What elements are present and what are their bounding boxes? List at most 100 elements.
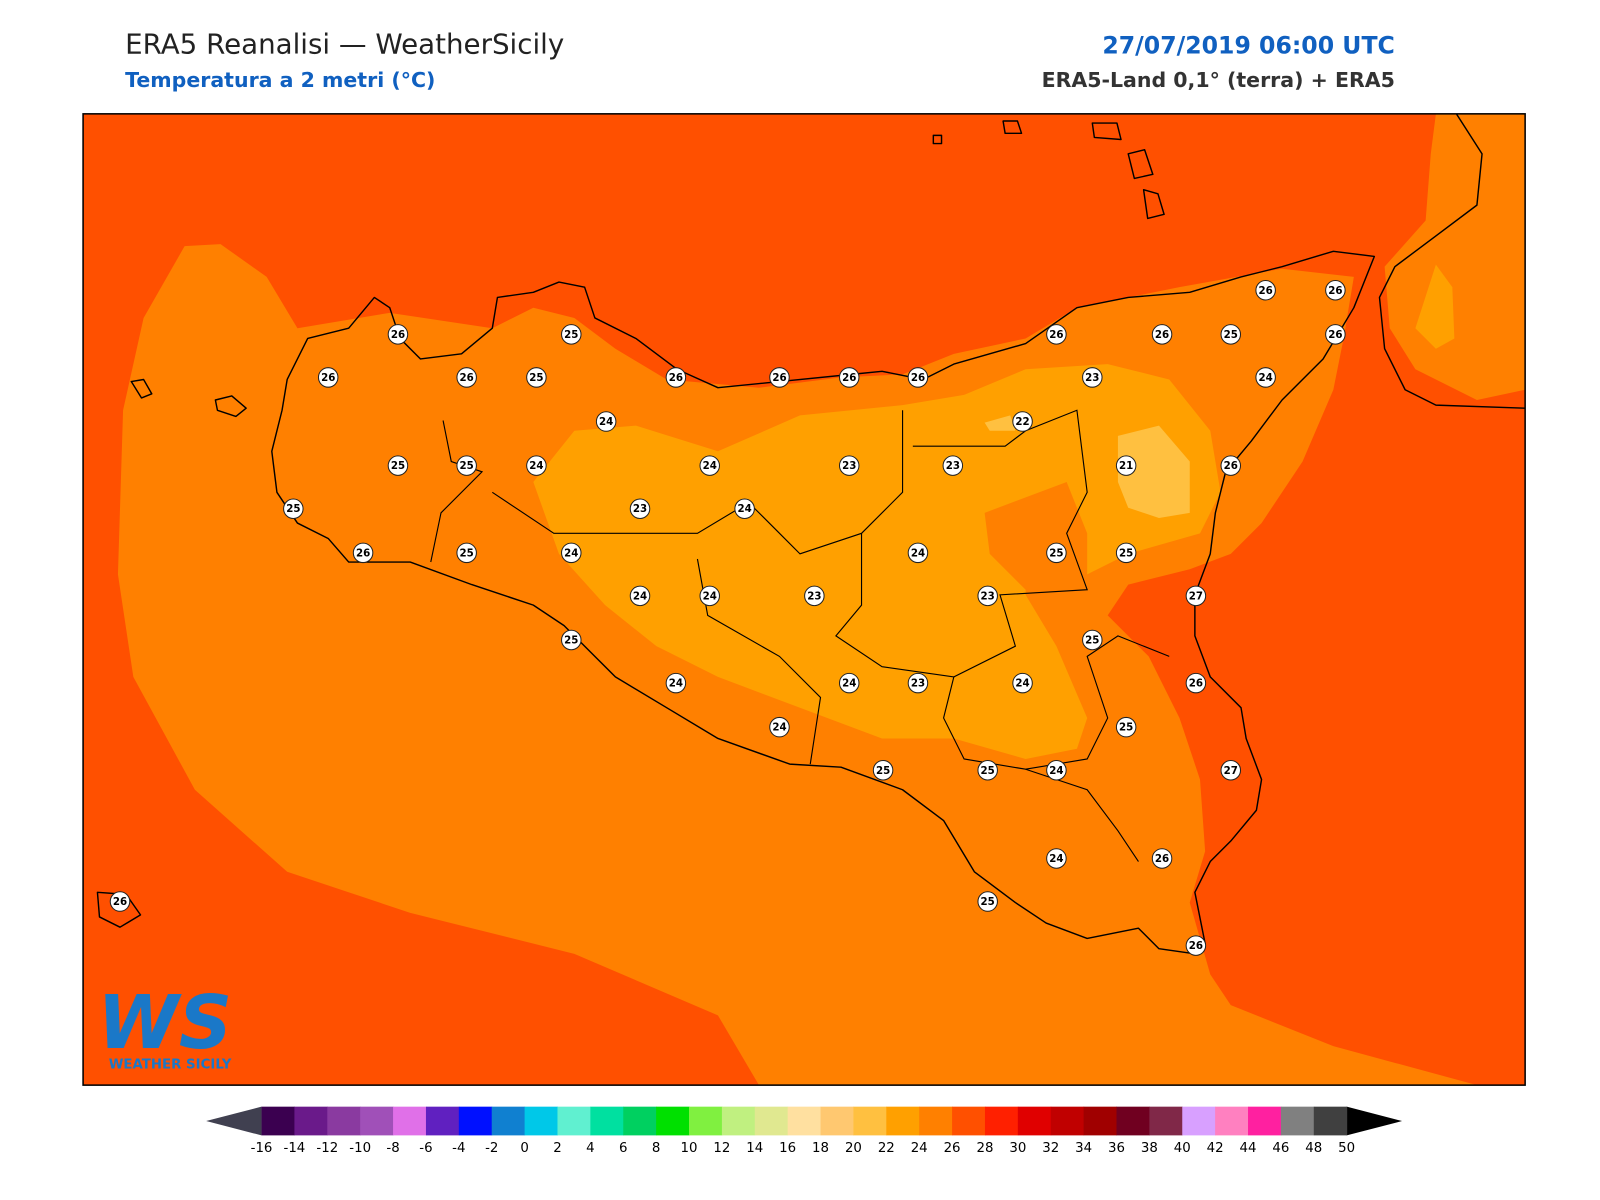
station-value: 24 bbox=[1049, 765, 1063, 777]
contour-24 bbox=[1415, 264, 1455, 349]
colorbar-tick-label: -12 bbox=[316, 1141, 338, 1156]
station-marker bbox=[1012, 411, 1033, 432]
colorbar-tick-label: -14 bbox=[284, 1141, 306, 1156]
station-marker bbox=[109, 891, 131, 912]
colorbar-tick-label: 48 bbox=[1305, 1141, 1322, 1156]
logo-mark: WS bbox=[97, 980, 232, 1066]
colorbar-under bbox=[206, 1106, 262, 1136]
station-marker bbox=[1255, 279, 1276, 301]
station-marker bbox=[838, 455, 860, 476]
station-marker bbox=[1046, 848, 1067, 869]
colorbar-tick-label: -6 bbox=[419, 1141, 432, 1156]
station-value: 26 bbox=[1049, 329, 1063, 341]
station-marker bbox=[977, 759, 998, 781]
colorbar-tick-label: 16 bbox=[779, 1141, 796, 1156]
station-value: 22 bbox=[1015, 416, 1029, 428]
station-marker bbox=[977, 891, 998, 912]
colorbar-segment bbox=[984, 1106, 1019, 1136]
station-value: 25 bbox=[876, 765, 890, 777]
colorbar-segment bbox=[787, 1106, 822, 1136]
station-value: 26 bbox=[1224, 460, 1238, 472]
station-marker bbox=[1185, 935, 1207, 956]
colorbar-tick-label: 32 bbox=[1042, 1141, 1059, 1156]
colorbar-tick-label: 6 bbox=[619, 1141, 627, 1156]
station-value: 24 bbox=[1259, 372, 1273, 384]
station-value: 23 bbox=[633, 503, 647, 515]
station-value: 24 bbox=[842, 678, 856, 690]
province-border bbox=[430, 420, 484, 563]
station-marker bbox=[872, 759, 894, 781]
colorbar-tick-label: 36 bbox=[1108, 1141, 1125, 1156]
colorbar-segment bbox=[425, 1106, 460, 1136]
station-marker bbox=[838, 672, 860, 694]
title: ERA5 Reanalisi — WeatherSicily bbox=[125, 27, 564, 60]
station-marker bbox=[734, 498, 755, 519]
station-marker bbox=[283, 498, 304, 519]
station-value: 23 bbox=[911, 678, 925, 690]
station-marker bbox=[629, 498, 651, 519]
station-marker bbox=[387, 324, 409, 345]
colorbar-segment bbox=[360, 1106, 394, 1136]
station-marker bbox=[1220, 759, 1242, 781]
station-marker bbox=[977, 585, 998, 607]
colorbar-segment bbox=[1083, 1106, 1118, 1136]
station-marker bbox=[1115, 716, 1137, 738]
colorbar-segment bbox=[327, 1106, 361, 1136]
station-marker bbox=[769, 367, 790, 388]
datetime: 27/07/2019 06:00 UTC bbox=[1102, 31, 1394, 59]
station-marker bbox=[699, 585, 720, 607]
colorbar-tick-label: 18 bbox=[812, 1141, 829, 1156]
colorbar-tick-label: 10 bbox=[681, 1141, 698, 1156]
station-marker bbox=[665, 672, 687, 694]
calabria-coastline bbox=[1378, 113, 1526, 409]
station-value: 26 bbox=[1259, 285, 1273, 297]
station-marker bbox=[1115, 455, 1137, 476]
station-value: 23 bbox=[1085, 372, 1099, 384]
colorbar-tick-label: -2 bbox=[485, 1141, 498, 1156]
station-value: 26 bbox=[1328, 285, 1342, 297]
station-marker bbox=[907, 367, 929, 388]
station-marker bbox=[1115, 542, 1137, 564]
station-marker bbox=[561, 324, 582, 345]
colorbar-tick-label: 24 bbox=[911, 1141, 928, 1156]
colorbar-segment bbox=[393, 1106, 427, 1136]
station-value: 25 bbox=[981, 765, 995, 777]
station-marker bbox=[456, 542, 477, 564]
station-marker bbox=[1325, 279, 1346, 301]
station-marker bbox=[769, 716, 790, 738]
station-value: 25 bbox=[391, 460, 405, 472]
station-value: 24 bbox=[703, 460, 717, 472]
station-marker bbox=[1185, 585, 1207, 607]
station-value: 26 bbox=[669, 372, 683, 384]
station-value: 27 bbox=[1224, 765, 1238, 777]
station-marker bbox=[526, 367, 547, 388]
colorbar-segment bbox=[1182, 1106, 1216, 1136]
station-marker bbox=[1046, 759, 1067, 781]
colorbar-tick-label: -16 bbox=[251, 1141, 273, 1156]
station-value: 24 bbox=[1015, 678, 1029, 690]
sicily-coastline bbox=[271, 250, 1376, 955]
station-value: 26 bbox=[911, 372, 925, 384]
station-value: 23 bbox=[842, 460, 856, 472]
station-marker bbox=[456, 455, 477, 476]
colorbar-tick-label: 38 bbox=[1141, 1141, 1158, 1156]
station-marker bbox=[1046, 542, 1067, 564]
station-value: 25 bbox=[1085, 635, 1099, 647]
colorbar-segment bbox=[524, 1106, 558, 1136]
colorbar-segment bbox=[820, 1106, 854, 1136]
station-value: 26 bbox=[460, 372, 474, 384]
station-value: 26 bbox=[113, 896, 127, 908]
station-marker bbox=[1220, 455, 1242, 476]
colorbar-segment bbox=[886, 1106, 920, 1136]
logo-name: WEATHER SICILY bbox=[109, 1058, 232, 1073]
station-value: 25 bbox=[529, 372, 543, 384]
station-marker bbox=[1255, 367, 1276, 388]
station-value: 26 bbox=[1328, 329, 1342, 341]
station-marker bbox=[942, 455, 964, 476]
station-marker bbox=[629, 585, 651, 607]
station-marker bbox=[907, 542, 929, 564]
station-value: 23 bbox=[981, 590, 995, 602]
station-marker bbox=[1046, 324, 1067, 345]
colorbar-tick-label: 20 bbox=[845, 1141, 862, 1156]
